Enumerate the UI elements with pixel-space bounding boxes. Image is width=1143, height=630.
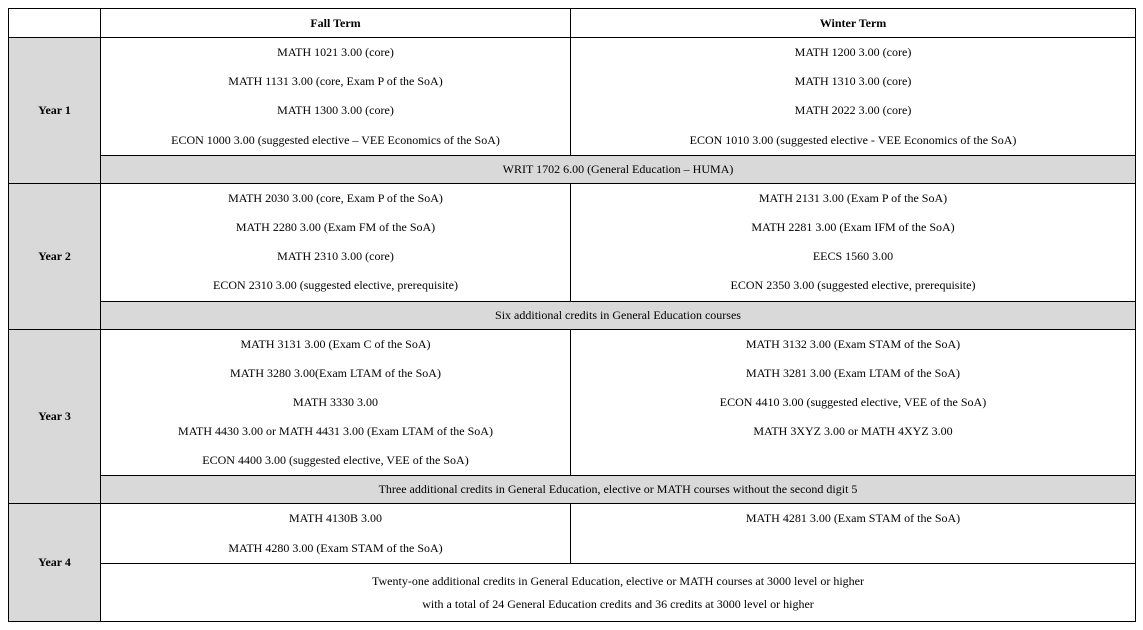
year2-winter-cell: MATH 2131 3.00 (Exam P of the SoA) MATH … [571, 183, 1136, 301]
course-line: MATH 3XYZ 3.00 or MATH 4XYZ 3.00 [571, 417, 1135, 446]
year4-label: Year 4 [9, 504, 101, 622]
year4-note: Twenty-one additional credits in General… [101, 563, 1136, 622]
course-plan-table: Fall Term Winter Term Year 1 MATH 1021 3… [8, 8, 1136, 622]
year1-fall-cell: MATH 1021 3.00 (core) MATH 1131 3.00 (co… [101, 38, 571, 156]
course-line: MATH 4280 3.00 (Exam STAM of the SoA) [101, 534, 570, 563]
year4-note-line: Twenty-one additional credits in General… [105, 570, 1131, 593]
course-line: MATH 2310 3.00 (core) [101, 242, 570, 271]
year1-note-row: WRIT 1702 6.00 (General Education – HUMA… [9, 155, 1136, 183]
course-line: MATH 2280 3.00 (Exam FM of the SoA) [101, 213, 570, 242]
course-line [571, 446, 1135, 475]
course-line: MATH 1300 3.00 (core) [101, 96, 570, 125]
course-line: MATH 1131 3.00 (core, Exam P of the SoA) [101, 67, 570, 96]
course-line: MATH 4130B 3.00 [101, 504, 570, 533]
course-line: ECON 4410 3.00 (suggested elective, VEE … [571, 388, 1135, 417]
course-line: ECON 2310 3.00 (suggested elective, prer… [101, 271, 570, 300]
course-line: EECS 1560 3.00 [571, 242, 1135, 271]
course-line: ECON 4400 3.00 (suggested elective, VEE … [101, 446, 570, 475]
course-line: MATH 4281 3.00 (Exam STAM of the SoA) [571, 504, 1135, 533]
year4-fall-cell: MATH 4130B 3.00 MATH 4280 3.00 (Exam STA… [101, 504, 571, 563]
year3-note: Three additional credits in General Educ… [101, 476, 1136, 504]
course-line: MATH 3131 3.00 (Exam C of the SoA) [101, 330, 570, 359]
year3-note-row: Three additional credits in General Educ… [9, 476, 1136, 504]
year2-note: Six additional credits in General Educat… [101, 301, 1136, 329]
header-fall: Fall Term [101, 9, 571, 38]
year3-label: Year 3 [9, 329, 101, 504]
course-line [571, 534, 1135, 563]
year4-courses-row: Year 4 MATH 4130B 3.00 MATH 4280 3.00 (E… [9, 504, 1136, 563]
year1-courses-row: Year 1 MATH 1021 3.00 (core) MATH 1131 3… [9, 38, 1136, 156]
year2-courses-row: Year 2 MATH 2030 3.00 (core, Exam P of t… [9, 183, 1136, 301]
header-row: Fall Term Winter Term [9, 9, 1136, 38]
year2-note-row: Six additional credits in General Educat… [9, 301, 1136, 329]
course-line: ECON 1010 3.00 (suggested elective - VEE… [571, 126, 1135, 155]
year4-winter-cell: MATH 4281 3.00 (Exam STAM of the SoA) [571, 504, 1136, 563]
course-line: MATH 2281 3.00 (Exam IFM of the SoA) [571, 213, 1135, 242]
course-line: MATH 2131 3.00 (Exam P of the SoA) [571, 184, 1135, 213]
year4-note-line: with a total of 24 General Education cre… [105, 593, 1131, 616]
year3-fall-cell: MATH 3131 3.00 (Exam C of the SoA) MATH … [101, 329, 571, 476]
header-blank [9, 9, 101, 38]
course-line: MATH 3132 3.00 (Exam STAM of the SoA) [571, 330, 1135, 359]
course-line: ECON 1000 3.00 (suggested elective – VEE… [101, 126, 570, 155]
course-line: MATH 4430 3.00 or MATH 4431 3.00 (Exam L… [101, 417, 570, 446]
course-line: MATH 1310 3.00 (core) [571, 67, 1135, 96]
course-line: MATH 2030 3.00 (core, Exam P of the SoA) [101, 184, 570, 213]
year1-note: WRIT 1702 6.00 (General Education – HUMA… [101, 155, 1136, 183]
year1-winter-cell: MATH 1200 3.00 (core) MATH 1310 3.00 (co… [571, 38, 1136, 156]
course-line: MATH 3330 3.00 [101, 388, 570, 417]
year2-fall-cell: MATH 2030 3.00 (core, Exam P of the SoA)… [101, 183, 571, 301]
course-line: MATH 3280 3.00(Exam LTAM of the SoA) [101, 359, 570, 388]
year1-label: Year 1 [9, 38, 101, 184]
course-line: MATH 3281 3.00 (Exam LTAM of the SoA) [571, 359, 1135, 388]
header-winter: Winter Term [571, 9, 1136, 38]
year2-label: Year 2 [9, 183, 101, 329]
course-line: MATH 1021 3.00 (core) [101, 38, 570, 67]
course-line: MATH 2022 3.00 (core) [571, 96, 1135, 125]
year3-courses-row: Year 3 MATH 3131 3.00 (Exam C of the SoA… [9, 329, 1136, 476]
course-line: ECON 2350 3.00 (suggested elective, prer… [571, 271, 1135, 300]
year4-note-row: Twenty-one additional credits in General… [9, 563, 1136, 622]
year3-winter-cell: MATH 3132 3.00 (Exam STAM of the SoA) MA… [571, 329, 1136, 476]
course-line: MATH 1200 3.00 (core) [571, 38, 1135, 67]
